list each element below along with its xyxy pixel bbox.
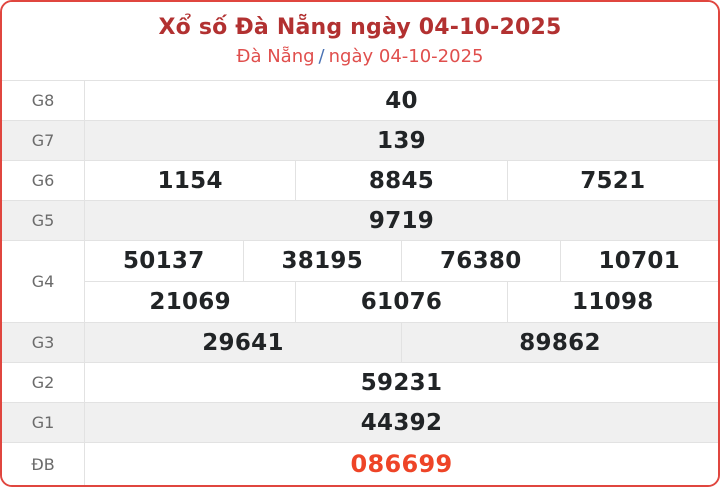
prize-row-4: G4 50137 38195 76380 10701 21069 61076 11098 <box>2 240 718 322</box>
prize-values-line: 50137 38195 76380 10701 <box>85 241 718 281</box>
breadcrumb-separator: / <box>318 46 325 67</box>
prize-values-line: 29641 89862 <box>85 323 718 362</box>
prize-number: 29641 <box>202 329 284 356</box>
special-prize-number: 086699 <box>350 450 453 478</box>
prize-number: 50137 <box>122 248 205 274</box>
prize-values-line: 086699 <box>85 443 718 485</box>
prize-label: G4 <box>2 241 85 322</box>
prize-values: 40 <box>85 81 718 120</box>
prize-values: 086699 <box>85 443 718 485</box>
prize-values-line: 21069 61076 11098 <box>85 281 718 322</box>
prize-label: G6 <box>2 161 85 200</box>
prize-values-line: 44392 <box>85 403 718 442</box>
prize-row-0: G8 40 <box>2 80 718 120</box>
prize-label: G5 <box>2 201 85 240</box>
prize-row-7: G1 44392 <box>2 402 718 442</box>
prize-number: 11098 <box>506 282 718 322</box>
prize-label: G3 <box>2 323 85 362</box>
prize-label: G7 <box>2 121 85 160</box>
prize-number: 9719 <box>368 207 435 234</box>
prize-values: 50137 38195 76380 10701 21069 61076 11098 <box>85 241 718 322</box>
prize-number: 76380 <box>401 241 560 281</box>
prize-number: 44392 <box>360 409 443 436</box>
prize-row-6: G2 59231 <box>2 362 718 402</box>
prize-values-line: 9719 <box>85 201 718 240</box>
prize-row-5: G3 29641 89862 <box>2 322 718 362</box>
prize-values-line: 40 <box>85 81 718 120</box>
prize-number: 59231 <box>360 369 443 396</box>
prize-values-line: 59231 <box>85 363 718 402</box>
prize-number: 38195 <box>242 241 402 281</box>
prize-label: G8 <box>2 81 85 120</box>
prize-values: 29641 89862 <box>85 323 718 362</box>
prize-row-2: G6 1154 8845 7521 <box>2 160 718 200</box>
prize-values: 9719 <box>85 201 718 240</box>
prize-values: 44392 <box>85 403 718 442</box>
prize-number: 89862 <box>401 323 718 362</box>
prize-label: ĐB <box>2 443 85 485</box>
prize-number: 139 <box>377 127 426 154</box>
prize-number: 1154 <box>157 167 223 194</box>
prize-label: G1 <box>2 403 85 442</box>
prize-number: 8845 <box>295 161 506 200</box>
breadcrumb-date: ngày 04-10-2025 <box>328 46 484 67</box>
prize-values: 139 <box>85 121 718 160</box>
breadcrumb: Đà Nẵng / ngày 04-10-2025 <box>237 46 484 67</box>
prize-row-3: G5 9719 <box>2 200 718 240</box>
prize-number: 10701 <box>559 241 719 281</box>
page-title: Xổ số Đà Nẵng ngày 04-10-2025 <box>158 15 562 40</box>
prize-row-1: G7 139 <box>2 120 718 160</box>
prize-number: 7521 <box>506 161 718 200</box>
prize-number: 61076 <box>295 282 506 322</box>
prize-table: G8 40 G7 139 G6 1154 8845 7521 G5 9719 G4 50137 3819… <box>2 80 718 485</box>
prize-values-line: 1154 8845 7521 <box>85 161 718 200</box>
prize-number: 40 <box>385 87 418 114</box>
card-header: Xổ số Đà Nẵng ngày 04-10-2025 Đà Nẵng / ng… <box>2 2 718 80</box>
prize-number: 21069 <box>149 289 231 315</box>
prize-row-8: ĐB 086699 <box>2 442 718 485</box>
breadcrumb-region-link[interactable]: Đà Nẵng <box>236 46 315 67</box>
prize-values-line: 139 <box>85 121 718 160</box>
prize-label: G2 <box>2 363 85 402</box>
prize-values: 1154 8845 7521 <box>85 161 718 200</box>
prize-values: 59231 <box>85 363 718 402</box>
